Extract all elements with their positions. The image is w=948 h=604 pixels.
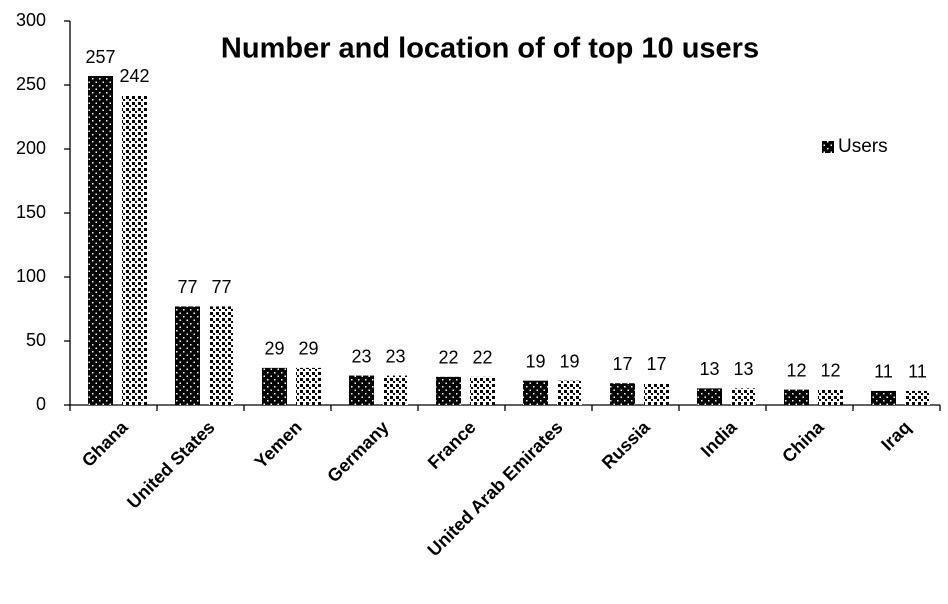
bar [175,306,200,405]
y-tick-label: 0 [36,394,46,414]
value-label: 23 [351,346,371,366]
x-tick-label: China [778,416,828,466]
bar [557,380,582,405]
x-tick-label: India [697,416,742,461]
y-tick-label: 150 [16,202,46,222]
bar [262,367,287,405]
bar [349,375,374,405]
x-tick-label: Russia [598,416,655,473]
bar [871,390,896,405]
bar [731,388,756,405]
y-tick-label: 50 [26,330,46,350]
value-label: 23 [385,346,405,366]
value-label: 29 [298,339,318,359]
value-label: 11 [874,362,893,382]
legend-label: Users [838,136,888,157]
value-label: 29 [264,339,284,359]
value-label: 13 [733,359,753,379]
bar [905,390,930,405]
value-label: 17 [646,354,666,374]
value-label: 22 [472,348,492,368]
value-label: 19 [525,351,545,371]
x-tick-label: France [424,417,480,473]
bar [697,388,722,405]
value-label: 13 [699,359,719,379]
bar [470,376,495,405]
bar [122,95,147,406]
bar [784,389,809,405]
x-tick-label: Iraq [877,417,914,454]
y-tick-label: 250 [16,74,46,94]
y-tick-label: 200 [16,138,46,158]
value-label: 12 [820,360,840,380]
x-tick-label: United States [123,417,218,512]
value-label: 19 [559,351,579,371]
value-label: 17 [612,354,632,374]
bar [818,389,843,405]
legend-swatch [822,141,834,153]
y-tick-label: 100 [16,266,46,286]
x-tick-label: Ghana [78,416,132,470]
bar [610,383,635,405]
y-tick-label: 300 [16,10,46,30]
value-label: 12 [786,360,806,380]
bar [436,376,461,405]
x-tick-label: Germany [323,417,392,486]
chart-title: Number and location of of top 10 users [221,33,759,65]
value-label: 257 [85,47,115,67]
value-label: 77 [177,277,197,297]
bar [523,380,548,405]
bar [296,367,321,405]
value-label: 77 [211,277,231,297]
bar [383,375,408,405]
value-label: 22 [438,348,458,368]
bar [209,306,234,405]
value-label: 242 [119,66,149,86]
x-tick-label: Yemen [250,417,305,472]
bar [88,76,113,405]
value-label: 11 [908,362,927,382]
bar [644,383,669,405]
